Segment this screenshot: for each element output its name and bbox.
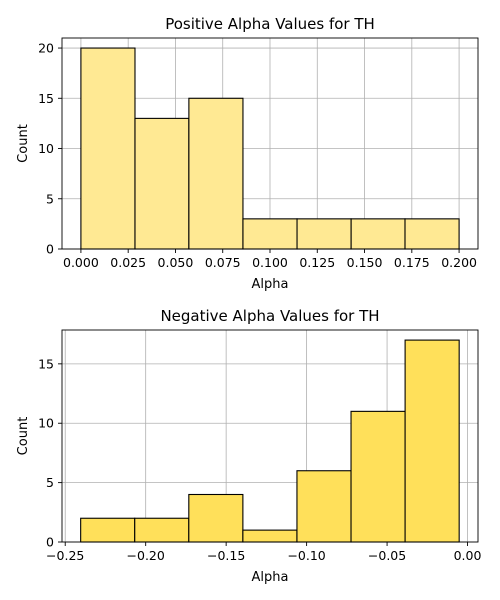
- top-xtick-label: 0.100: [252, 255, 288, 270]
- bottom-histogram-bar: [242, 529, 298, 543]
- top-x-axis-label: Alpha: [252, 277, 289, 292]
- top-histogram-bar: [188, 97, 244, 250]
- bottom-xtick-label: −0.10: [287, 548, 325, 563]
- bottom-xtick-label: −0.20: [127, 548, 165, 563]
- bottom-x-axis-label: Alpha: [252, 570, 289, 585]
- bottom-ytick-label: 5: [46, 475, 54, 490]
- top-histogram-bar: [80, 47, 136, 250]
- bottom-ytick-label: 0: [46, 535, 54, 550]
- bottom-histogram-bar: [350, 410, 406, 543]
- top-histogram-bar: [134, 117, 190, 250]
- top-xtick-label: 0.075: [205, 255, 241, 270]
- bottom-xtick-label: −0.15: [207, 548, 245, 563]
- top-xtick-label: 0.200: [441, 255, 477, 270]
- top-histogram-bar: [404, 218, 460, 250]
- bottom-histogram-bar: [404, 339, 460, 543]
- bottom-xtick-label: 0.00: [454, 548, 482, 563]
- bottom-chart: −0.25 −0.20 −0.15 −0.10 −0.05 0.00 0 5 10 15 Negat…: [16, 307, 481, 585]
- top-xtick-label: 0.175: [394, 255, 430, 270]
- top-ytick-label: 15: [38, 91, 54, 106]
- bottom-histogram-bar: [134, 517, 190, 543]
- top-xtick-label: 0.000: [63, 255, 99, 270]
- top-xtick-label: 0.150: [347, 255, 383, 270]
- bottom-histogram-bar: [188, 493, 244, 543]
- top-ytick-label: 10: [38, 141, 54, 156]
- bottom-y-axis-label: Count: [16, 417, 31, 456]
- top-chart-title: Positive Alpha Values for TH: [165, 15, 375, 33]
- bottom-xtick-label: −0.25: [46, 548, 84, 563]
- top-ytick-label: 0: [46, 242, 54, 257]
- bottom-axes-frame: [61, 329, 479, 543]
- bottom-histogram-bar: [296, 470, 352, 543]
- top-xtick-label: 0.125: [299, 255, 335, 270]
- bottom-xtick-label: −0.05: [368, 548, 406, 563]
- top-ytick-label: 5: [46, 191, 54, 206]
- top-histogram-bar: [242, 218, 298, 250]
- bottom-ytick-label: 15: [38, 356, 54, 371]
- bottom-histogram-bar: [80, 517, 136, 543]
- top-xtick-label: 0.025: [110, 255, 146, 270]
- top-histogram-bar: [296, 218, 352, 250]
- top-ytick-label: 20: [38, 41, 54, 56]
- bottom-chart-title: Negative Alpha Values for TH: [160, 307, 379, 325]
- top-chart: 0.000 0.025 0.050 0.075 0.100 0.125 0.150 0.175…: [16, 15, 479, 292]
- top-y-axis-label: Count: [16, 124, 31, 163]
- top-xtick-label: 0.050: [158, 255, 194, 270]
- bottom-ytick-label: 10: [38, 416, 54, 431]
- top-histogram-bar: [350, 218, 406, 250]
